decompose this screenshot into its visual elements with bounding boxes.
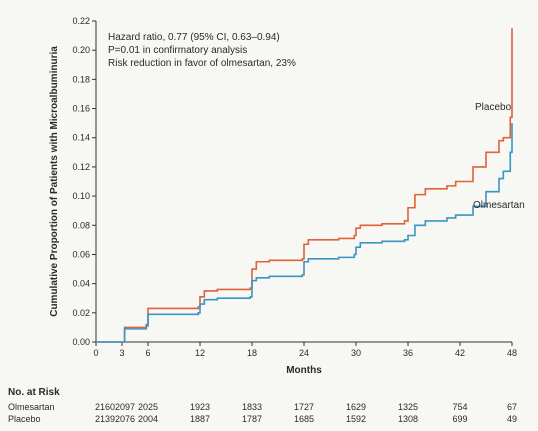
risk-cell: 1833	[242, 402, 262, 412]
y-tick-label: 0.16	[72, 104, 90, 114]
annotation-line: P=0.01 in confirmatory analysis	[108, 45, 247, 56]
risk-cell: 2004	[138, 414, 158, 424]
risk-row-label: Olmesartan	[8, 402, 55, 412]
risk-cell: 1727	[294, 402, 314, 412]
risk-cell: 1685	[294, 414, 314, 424]
x-tick-label: 12	[195, 348, 205, 358]
x-tick-label: 3	[119, 348, 124, 358]
series-label-placebo: Placebo	[475, 102, 512, 113]
risk-cell: 1887	[190, 414, 210, 424]
y-tick-label: 0.02	[72, 308, 90, 318]
risk-cell: 1787	[242, 414, 262, 424]
y-tick-label: 0.18	[72, 74, 90, 84]
risk-cell: 2160	[95, 402, 115, 412]
risk-cell: 1325	[398, 402, 418, 412]
x-axis-title: Months	[286, 365, 322, 376]
y-tick-label: 0.00	[72, 337, 90, 347]
risk-cell: 49	[507, 414, 517, 424]
risk-row-label: Placebo	[8, 414, 41, 424]
risk-cell: 2076	[115, 414, 135, 424]
curves	[96, 28, 513, 343]
risk-cell: 2139	[95, 414, 115, 424]
y-tick-label: 0.06	[72, 249, 90, 259]
risk-cell: 1923	[190, 402, 210, 412]
risk-cell: 699	[452, 414, 467, 424]
x-tick-label: 24	[299, 348, 309, 358]
y-tick-label: 0.10	[72, 191, 90, 201]
x-tick-label: 30	[351, 348, 361, 358]
risk-table: No. at Risk Olmesartan 2160 2097 2025 1923 183…	[8, 387, 517, 424]
series-line-placebo	[96, 28, 513, 343]
labels: Hazard ratio, 0.77 (95% CI, 0.63–0.94) P=…	[108, 32, 525, 211]
x-tick-label: 42	[455, 348, 465, 358]
risk-cell: 1592	[346, 414, 366, 424]
annotation-line: Hazard ratio, 0.77 (95% CI, 0.63–0.94)	[108, 32, 280, 43]
risk-cell: 1629	[346, 402, 366, 412]
y-tick-label: 0.22	[72, 16, 90, 26]
x-tick-label: 48	[507, 348, 517, 358]
x-tick-label: 0	[93, 348, 98, 358]
series-label-olmesartan: Olmesartan	[473, 200, 525, 211]
risk-cell: 2025	[138, 402, 158, 412]
axes: 0.00 0.02 0.04 0.06 0.08 0.10 0.12 0.14 0.16 0.18…	[49, 16, 517, 376]
risk-cell: 1308	[398, 414, 418, 424]
x-tick-label: 18	[247, 348, 257, 358]
risk-cell: 67	[507, 402, 517, 412]
y-tick-label: 0.20	[72, 45, 90, 55]
risk-cell: 754	[452, 402, 467, 412]
y-tick-label: 0.04	[72, 279, 90, 289]
y-tick-label: 0.12	[72, 162, 90, 172]
annotation-line: Risk reduction in favor of olmesartan, 2…	[108, 58, 296, 69]
x-tick-label: 6	[145, 348, 150, 358]
y-axis-title: Cumulative Proportion of Patients with M…	[49, 46, 60, 317]
risk-table-title: No. at Risk	[8, 387, 60, 398]
y-tick-label: 0.14	[72, 133, 90, 143]
series-line-olmesartan	[96, 123, 513, 343]
risk-cell: 2097	[115, 402, 135, 412]
y-tick-label: 0.08	[72, 220, 90, 230]
x-tick-label: 36	[403, 348, 413, 358]
